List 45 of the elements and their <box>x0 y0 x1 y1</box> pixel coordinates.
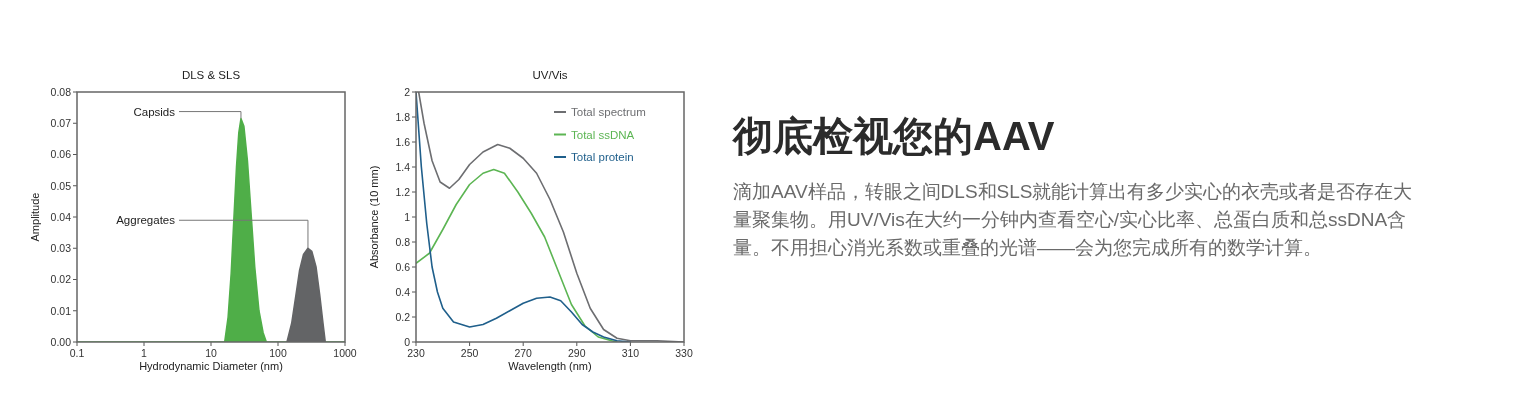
y-tick-label: 1.6 <box>395 135 411 148</box>
y-tick-label: 0.05 <box>50 179 72 192</box>
x-tick-label: 10 <box>205 347 217 359</box>
y-tick-label: 0.2 <box>395 310 411 323</box>
chart-title: UV/Vis <box>532 69 568 81</box>
y-tick-label: 2 <box>404 85 411 98</box>
x-axis-title: Wavelength (nm) <box>508 360 592 372</box>
y-tick-label: 1.8 <box>395 110 411 123</box>
line-series <box>417 92 684 342</box>
x-tick-label: 270 <box>514 347 533 359</box>
x-tick-label: 230 <box>407 347 425 359</box>
x-tick-label: 310 <box>621 347 640 359</box>
x-tick-label: 0.1 <box>69 347 85 359</box>
y-tick-label: 0.6 <box>395 260 411 273</box>
y-tick-label: 0.00 <box>50 335 72 348</box>
x-axis-title: Hydrodynamic Diameter (nm) <box>139 360 283 372</box>
annotation: Aggregates <box>116 214 176 227</box>
y-tick-label: 1.4 <box>395 160 411 173</box>
y-tick-label: 1 <box>404 210 411 223</box>
x-tick-label: 290 <box>568 347 586 359</box>
y-tick-label: 0.07 <box>50 117 72 130</box>
chart-title: DLS & SLS <box>181 69 241 81</box>
x-tick-label: 330 <box>675 347 693 359</box>
text: 滴加AAV样品，转眼之间DLS和SLS就能计算出有多少实心的衣壳或者是否存在大量聚集物。用UV/Vis在大约一分钟内查看空心/实心比率、总蛋白质和总ssDNA含量。不用担心消光系数或重叠的光谱——会为您完成所有的数学计算。 <box>733 180 1414 260</box>
annotation: Capsids <box>133 105 176 118</box>
x-tick-label: 1000 <box>333 347 357 359</box>
y-tick-label: 0.02 <box>50 273 72 286</box>
legend-label: Total spectrum <box>571 106 646 118</box>
x-tick-label: 1 <box>141 347 148 359</box>
y-axis-title: Absorbance (10 mm) <box>368 165 380 269</box>
y-tick-label: 0.01 <box>50 304 72 317</box>
y-tick-label: 0.08 <box>50 85 72 98</box>
legend-label: Total ssDNA <box>571 128 635 141</box>
y-tick-label: 0.4 <box>395 285 411 298</box>
y-tick-label: 0.06 <box>50 148 72 161</box>
y-tick-label: 0 <box>404 335 411 348</box>
legend-label: Total protein <box>571 151 634 163</box>
y-axis-title: Amplitude <box>29 192 41 242</box>
y-tick-label: 0.03 <box>50 242 72 255</box>
y-tick-label: 1.2 <box>395 185 411 198</box>
y-tick-label: 0.04 <box>50 210 72 223</box>
x-tick-label: 100 <box>269 347 287 359</box>
x-tick-label: 250 <box>460 347 479 359</box>
y-tick-label: 0.8 <box>395 235 411 248</box>
text: 彻底检视您的AAV <box>733 113 1056 160</box>
